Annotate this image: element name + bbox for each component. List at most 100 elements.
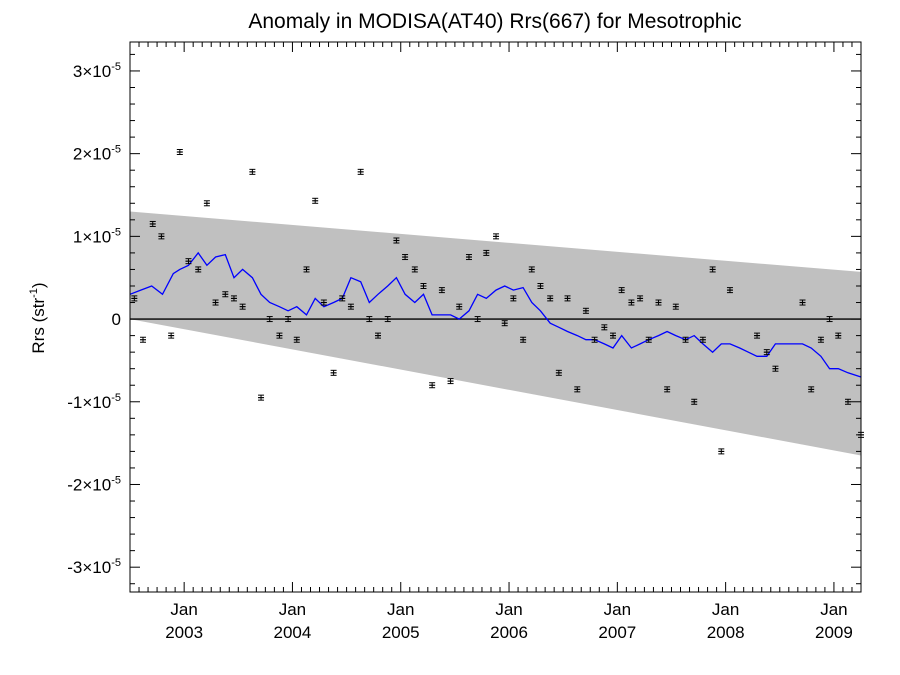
y-tick-label: 2×10-5 [73,144,121,164]
data-point [185,258,192,265]
data-point [320,299,327,306]
data-point [610,332,617,339]
data-point [374,332,381,339]
data-point [582,307,589,314]
y-tick-label: 1×10-5 [73,226,121,246]
x-tick-label-month: Jan [170,600,197,619]
y-tick-mantissa: -1 [67,393,82,412]
plot-frame [129,41,862,593]
data-points-layer [131,149,864,455]
data-point [429,382,436,389]
data-point [330,369,337,376]
data-point [366,316,373,323]
data-point [699,336,706,343]
running-mean-line [129,251,862,378]
data-point [664,386,671,393]
data-point [402,254,409,261]
data-point [601,324,608,331]
data-point [591,336,598,343]
x-tick-label-year: 2004 [274,623,312,642]
x-tick-label-year: 2006 [490,623,528,642]
y-tick-times: ×10 [82,62,111,81]
y-tick-exponent: -5 [111,557,121,569]
y-tick-label: 0 [112,310,121,329]
data-point [285,316,292,323]
data-point [826,316,833,323]
x-tick-label-month: Jan [495,600,522,619]
data-point [139,336,146,343]
x-tick-label-month: Jan [712,600,739,619]
data-point [411,266,418,273]
data-point [564,295,571,302]
y-axis-label-sup: -1 [28,288,40,298]
data-point [483,249,490,256]
x-tick-label-year: 2003 [165,623,203,642]
data-point [845,398,852,405]
data-point [772,365,779,372]
y-tick-mantissa: -2 [67,475,82,494]
y-tick-mantissa: 1 [73,227,82,246]
x-tick-label-year: 2008 [707,623,745,642]
data-point [537,282,544,289]
data-point [266,316,273,323]
data-point [655,299,662,306]
data-point [637,295,644,302]
data-point [645,336,652,343]
data-point [203,200,210,207]
data-point [347,303,354,310]
data-point [438,287,445,294]
trend-band-layer [130,211,861,456]
y-axis-label-close: ) [29,282,48,288]
y-tick-times: ×10 [82,558,111,577]
data-point [222,291,229,298]
data-point [293,336,300,343]
y-tick-mantissa: 0 [112,310,121,329]
data-point [239,303,246,310]
data-point [547,295,554,302]
x-tick-label-year: 2009 [815,623,853,642]
y-tick-exponent: -5 [111,226,121,238]
data-point [357,168,364,175]
data-point [682,336,689,343]
data-point [510,295,517,302]
y-axis-ticks: 3×10-52×10-51×10-50-1×10-5-2×10-5-3×10-5 [67,53,861,585]
axes-frame [129,41,862,593]
x-tick-label-year: 2007 [598,623,636,642]
data-point [817,336,824,343]
y-tick-exponent: -5 [111,61,121,73]
y-axis-label: Rrs (str-1) [28,282,48,353]
data-point [456,303,463,310]
data-point [808,386,815,393]
data-point [212,299,219,306]
data-point [474,316,481,323]
data-point [763,349,770,356]
y-tick-exponent: -5 [111,474,121,486]
data-point [176,149,183,155]
data-point [835,332,842,339]
data-point [230,295,237,302]
data-point [618,287,625,294]
x-tick-label-month: Jan [604,600,631,619]
y-tick-label: 3×10-5 [73,61,121,81]
x-axis-ticks: Jan 2003 Jan 2004 Jan 2005 Jan 2006 Jan 2007 Jan 20… [129,42,862,642]
x-tick-label-month: Jan [387,600,414,619]
y-tick-times: ×10 [82,393,111,412]
data-point [149,220,156,227]
data-point [574,386,581,393]
data-point [276,332,283,339]
y-tick-times: ×10 [82,227,111,246]
running-mean-layer [129,251,862,378]
y-tick-mantissa: 2 [73,145,82,164]
x-tick-label-year: 2005 [382,623,420,642]
data-point [339,295,346,302]
data-point [131,295,138,302]
y-tick-mantissa: 3 [73,62,82,81]
data-point [726,287,733,294]
x-tick-label-month: Jan [279,600,306,619]
y-tick-times: ×10 [82,475,111,494]
x-tick-label-month: Jan [820,600,847,619]
data-point [258,394,265,401]
y-tick-label: -1×10-5 [67,392,121,412]
data-point [754,332,761,339]
